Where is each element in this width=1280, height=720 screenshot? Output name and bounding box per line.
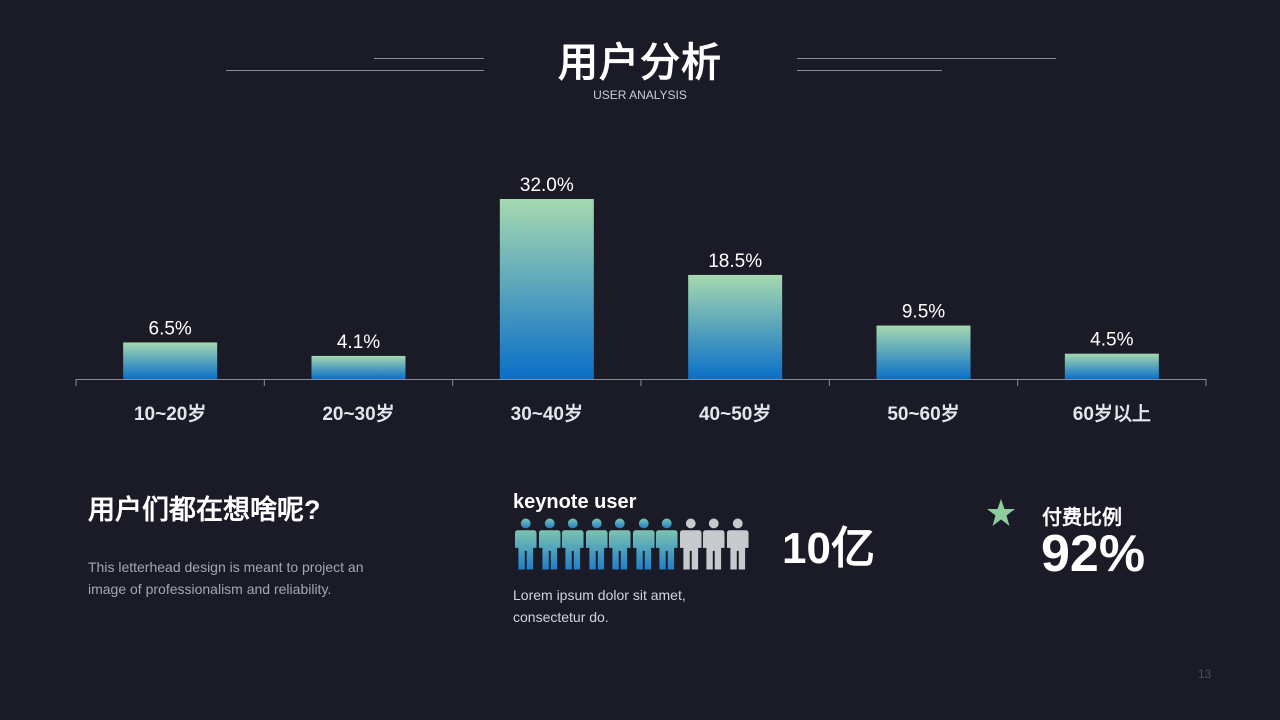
person-icon [726,518,749,570]
user-count-value: 10亿 [782,524,875,573]
person-icon-row [514,518,749,570]
bar-value-label: 9.5% [902,302,945,323]
page-number: 13 [1198,667,1212,681]
paid-ratio-label: 付费比例 [1042,507,1122,529]
title-deco-line [797,70,942,71]
x-tick-label: 20~30岁 [322,402,394,425]
bar-value-label: 4.5% [1090,330,1133,351]
person-icon [538,518,561,570]
bar-value-label: 6.5% [149,318,192,339]
title-deco-line [374,58,484,59]
keynote-user-title: keynote user [513,491,637,513]
bar-6 [1064,353,1159,379]
bar-3 [499,199,594,379]
person-icon [679,518,702,570]
bar-value-label: 4.1% [337,332,380,353]
person-icon [632,518,655,570]
x-tick-label: 10~20岁 [134,402,206,425]
paid-ratio-value: 92% [1041,525,1146,583]
bar-1 [123,342,218,379]
bar-value-label: 32.0% [520,175,574,196]
person-icon [608,518,631,570]
question-title: 用户们都在想啥呢? [88,495,321,525]
bar-value-label: 18.5% [708,251,762,272]
title-deco-line [797,58,1056,59]
person-icon [514,518,537,570]
x-tick-label: 40~50岁 [699,402,771,425]
bar-4 [688,274,783,379]
page-subtitle: USER ANALYSIS [593,88,687,102]
x-tick-label: 60岁以上 [1073,402,1151,425]
title-deco-line [226,70,484,71]
page-title: 用户分析 [558,41,722,85]
star-icon [987,499,1015,526]
keynote-user-description: Lorem ipsum dolor sit amet, consectetur … [513,587,686,625]
x-tick-label: 30~40岁 [511,402,583,425]
person-icon [655,518,678,570]
person-icon [702,518,725,570]
age-bar-chart: 6.5% 10~20岁 4.1% 20~30岁 32.0% 30~40岁 18.5% 40~5… [75,175,1207,425]
bar-5 [876,325,971,379]
person-icon [585,518,608,570]
question-description: This letterhead design is meant to proje… [88,559,364,597]
person-icon [561,518,584,570]
bar-2 [311,355,406,379]
x-tick-label: 50~60岁 [887,402,959,425]
